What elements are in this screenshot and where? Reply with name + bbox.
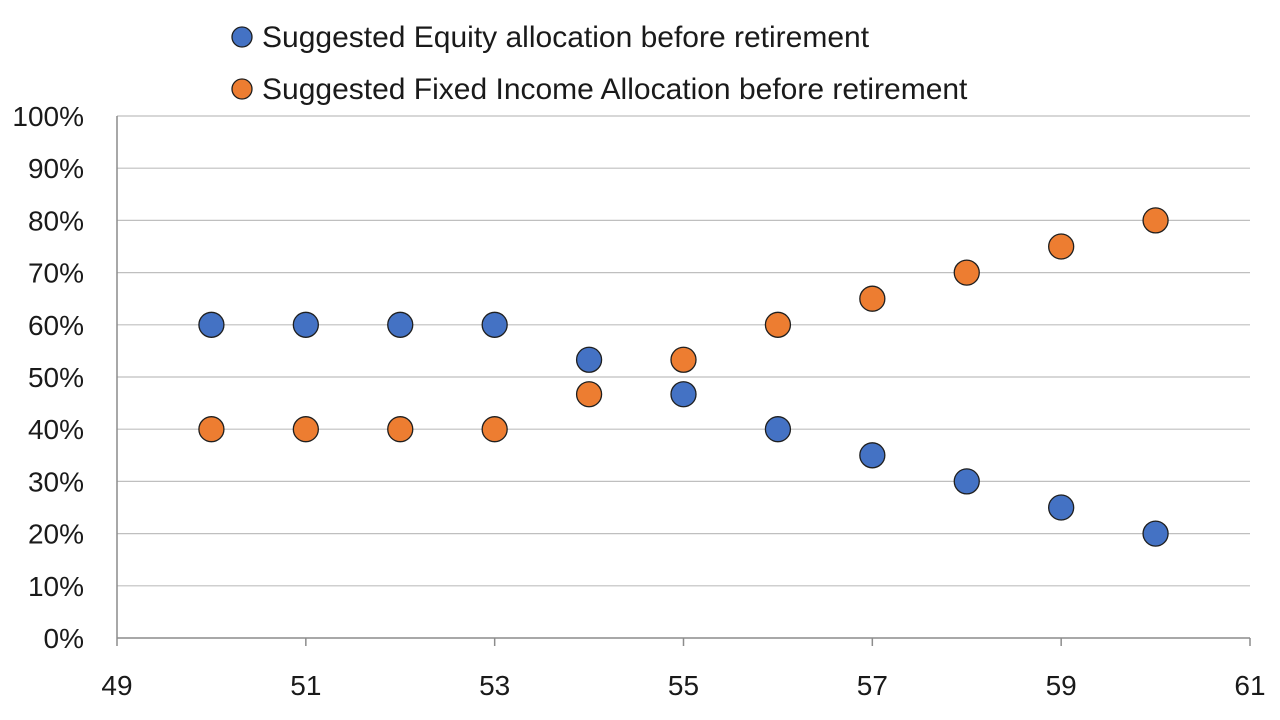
x-tick-label: 55 [668,670,699,701]
fixed-income-point [1048,233,1075,260]
y-tick-label: 10% [28,571,84,602]
equity-point [764,416,792,443]
equity-point [292,311,319,338]
fixed-income-point [292,416,319,443]
y-tick-label: 30% [28,466,84,497]
equity-point [859,442,886,469]
x-tick-label: 61 [1234,670,1265,701]
y-tick-label: 90% [28,153,84,184]
equity-point [387,311,414,338]
legend-marker-equity [231,26,253,48]
x-tick-label: 53 [479,670,510,701]
legend-marker-fixed-income [231,78,253,100]
x-tick-label: 51 [290,670,321,701]
x-tick-label: 49 [101,670,132,701]
y-tick-label: 0% [44,623,84,654]
equity-point [670,381,697,408]
y-tick-label: 50% [28,362,84,393]
fixed-income-point [198,416,225,443]
y-tick-label: 60% [28,310,84,341]
fixed-income-point [670,346,697,373]
axes [116,116,1251,646]
equity-point [198,311,225,338]
fixed-income-point [481,416,508,443]
fixed-income-point [859,285,886,312]
y-tick-label: 40% [28,414,84,445]
y-tick-label: 100% [12,101,84,132]
y-tick-label: 70% [28,258,84,289]
equity-point [953,468,980,495]
data-points [198,207,1169,547]
legend: Suggested Equity allocation before retir… [231,21,968,106]
fixed-income-point [1142,207,1169,234]
equity-point [1048,494,1075,521]
fixed-income-point [953,259,980,286]
equity-point [1142,520,1169,547]
y-tick-label: 20% [28,519,84,550]
x-axis-tick-labels: 49 51 53 55 57 59 61 [101,670,1265,701]
x-tick-label: 59 [1046,670,1077,701]
fixed-income-point [764,311,792,338]
equity-point [575,346,603,373]
fixed-income-point [387,416,414,443]
y-tick-label: 80% [28,205,84,236]
legend-label-fixed-income: Suggested Fixed Income Allocation before… [262,73,968,106]
fixed-income-point [575,381,603,408]
x-tick-label: 57 [857,670,888,701]
equity-point [481,311,508,338]
legend-label-equity: Suggested Equity allocation before retir… [262,21,870,54]
y-axis-tick-labels: 0% 10% 20% 30% 40% 50% 60% 70% 80% 90% 100% [12,101,84,654]
